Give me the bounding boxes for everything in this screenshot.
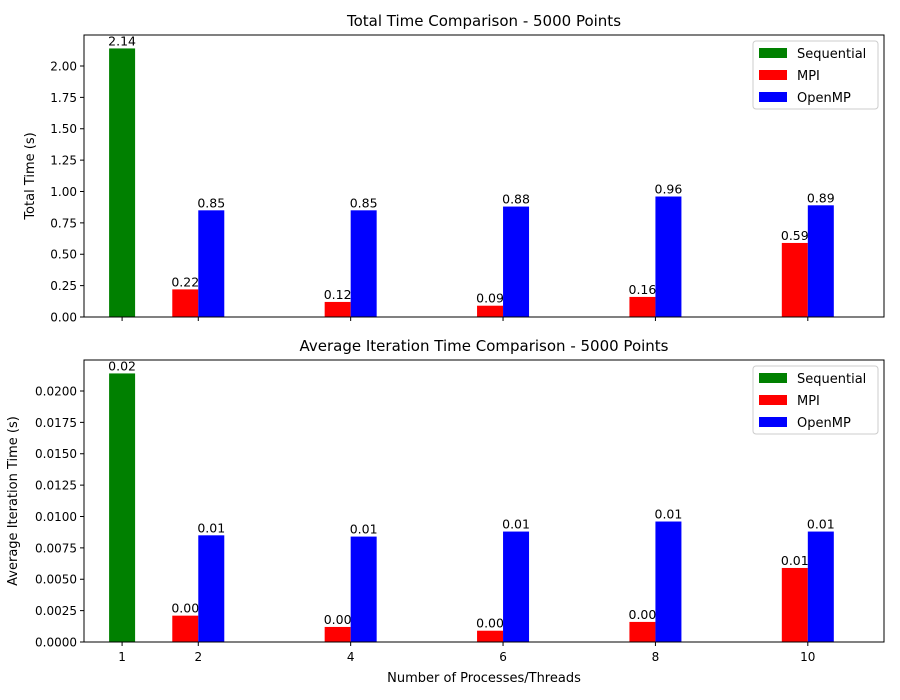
bar-openmp-10 bbox=[807, 205, 834, 317]
legend-swatch-openmp bbox=[759, 92, 787, 102]
y-axis-label: Total Time (s) bbox=[23, 132, 38, 220]
data-label-sequential-1: 0.02 bbox=[108, 358, 136, 373]
plot-frame bbox=[83, 359, 885, 643]
y-tick-label: 0.0175 bbox=[35, 416, 77, 430]
legend-label-sequential: Sequential bbox=[797, 372, 866, 387]
y-tick-label: 0.00 bbox=[50, 311, 77, 325]
y-axis-label: Average Iteration Time (s) bbox=[6, 416, 21, 586]
data-label-openmp-4: 0.01 bbox=[350, 522, 378, 537]
data-label-mpi-2: 0.22 bbox=[171, 274, 199, 289]
legend-swatch-mpi bbox=[759, 395, 787, 405]
legend: Sequential MPI OpenMP bbox=[752, 40, 879, 110]
y-tick-label: 0.0150 bbox=[35, 447, 77, 461]
y-tick-label: 0.0075 bbox=[35, 541, 77, 555]
y-tick-label: 0.0200 bbox=[35, 384, 77, 398]
y-tick-label: 2.00 bbox=[50, 59, 77, 73]
bar-openmp-8 bbox=[655, 196, 682, 317]
data-label-openmp-10: 0.01 bbox=[807, 517, 835, 532]
bar-openmp-10 bbox=[807, 531, 834, 642]
chart-title: Total Time Comparison - 5000 Points bbox=[346, 12, 621, 30]
y-tick-label: 0.0025 bbox=[35, 604, 77, 618]
chart-title: Average Iteration Time Comparison - 5000… bbox=[300, 337, 669, 355]
data-label-openmp-2: 0.01 bbox=[197, 520, 225, 535]
data-label-mpi-6: 0.09 bbox=[476, 291, 504, 306]
data-label-openmp-6: 0.01 bbox=[502, 517, 530, 532]
y-tick-label: 0.0050 bbox=[35, 573, 77, 587]
bar-openmp-2 bbox=[198, 210, 225, 317]
x-tick-label: 1 bbox=[118, 650, 126, 664]
x-axis-label: Number of Processes/Threads bbox=[387, 671, 581, 686]
data-label-mpi-8: 0.00 bbox=[629, 607, 657, 622]
y-tick-label: 1.00 bbox=[50, 185, 77, 199]
legend-swatch-mpi bbox=[759, 70, 787, 80]
data-label-mpi-8: 0.16 bbox=[629, 282, 657, 297]
legend-label-mpi: MPI bbox=[797, 69, 820, 84]
y-tick-label: 0.0000 bbox=[35, 636, 77, 650]
y-tick-label: 0.0125 bbox=[35, 479, 77, 493]
data-label-mpi-6: 0.00 bbox=[476, 616, 504, 631]
bar-mpi-8 bbox=[629, 296, 656, 317]
y-tick-label: 1.25 bbox=[50, 154, 77, 168]
x-tick-label: 8 bbox=[652, 650, 660, 664]
plot-frame bbox=[83, 34, 885, 318]
bar-openmp-6 bbox=[503, 531, 530, 642]
data-label-mpi-10: 0.59 bbox=[781, 228, 809, 243]
bar-openmp-6 bbox=[503, 206, 530, 317]
x-tick-label: 6 bbox=[499, 650, 507, 664]
legend-label-openmp: OpenMP bbox=[797, 416, 851, 431]
y-tick-label: 0.75 bbox=[50, 216, 77, 230]
x-tick-label: 10 bbox=[800, 650, 815, 664]
data-label-openmp-10: 0.89 bbox=[807, 190, 835, 205]
data-label-openmp-4: 0.85 bbox=[350, 195, 378, 210]
bar-sequential-1 bbox=[109, 373, 136, 642]
bar-mpi-10 bbox=[781, 567, 808, 642]
subplot-2: 0.02 0.00 0.00 0.00 0.00 0.01 0.01 0.01 0.01 0.01… bbox=[6, 337, 885, 686]
data-label-mpi-4: 0.00 bbox=[324, 612, 352, 627]
x-tick-label: 4 bbox=[347, 650, 355, 664]
bar-mpi-6 bbox=[477, 305, 504, 317]
bar-mpi-6 bbox=[477, 630, 504, 642]
data-label-mpi-4: 0.12 bbox=[324, 287, 352, 302]
y-tick-label: 1.75 bbox=[50, 91, 77, 105]
data-label-openmp-6: 0.88 bbox=[502, 192, 530, 207]
bar-mpi-2 bbox=[172, 289, 199, 317]
data-label-openmp-2: 0.85 bbox=[197, 195, 225, 210]
bar-mpi-4 bbox=[324, 301, 351, 317]
data-label-sequential-1: 2.14 bbox=[108, 33, 136, 48]
x-tick-label: 2 bbox=[194, 650, 202, 664]
data-label-openmp-8: 0.96 bbox=[655, 182, 683, 197]
bar-sequential-1 bbox=[109, 48, 136, 318]
legend-label-mpi: MPI bbox=[797, 394, 820, 409]
legend-label-sequential: Sequential bbox=[797, 47, 866, 62]
legend-swatch-openmp bbox=[759, 417, 787, 427]
bar-openmp-2 bbox=[198, 535, 225, 642]
bar-mpi-8 bbox=[629, 621, 656, 642]
legend: Sequential MPI OpenMP bbox=[752, 365, 879, 435]
y-tick-label: 0.0100 bbox=[35, 510, 77, 524]
bar-mpi-10 bbox=[781, 242, 808, 317]
bar-openmp-4 bbox=[350, 536, 377, 642]
bar-mpi-2 bbox=[172, 615, 199, 642]
y-tick-label: 1.50 bbox=[50, 122, 77, 136]
subplot-1: 2.14 0.22 0.12 0.09 0.16 0.59 0.85 0.85 0.88 0.96… bbox=[23, 12, 885, 325]
legend-swatch-sequential bbox=[759, 48, 787, 58]
y-tick-label: 0.25 bbox=[50, 279, 77, 293]
data-label-mpi-10: 0.01 bbox=[781, 553, 809, 568]
bar-mpi-4 bbox=[324, 626, 351, 642]
bar-openmp-8 bbox=[655, 521, 682, 642]
legend-label-openmp: OpenMP bbox=[797, 91, 851, 106]
data-label-openmp-8: 0.01 bbox=[655, 507, 683, 522]
y-tick-label: 0.50 bbox=[50, 248, 77, 262]
legend-swatch-sequential bbox=[759, 373, 787, 383]
data-label-mpi-2: 0.00 bbox=[171, 601, 199, 616]
bar-openmp-4 bbox=[350, 210, 377, 317]
